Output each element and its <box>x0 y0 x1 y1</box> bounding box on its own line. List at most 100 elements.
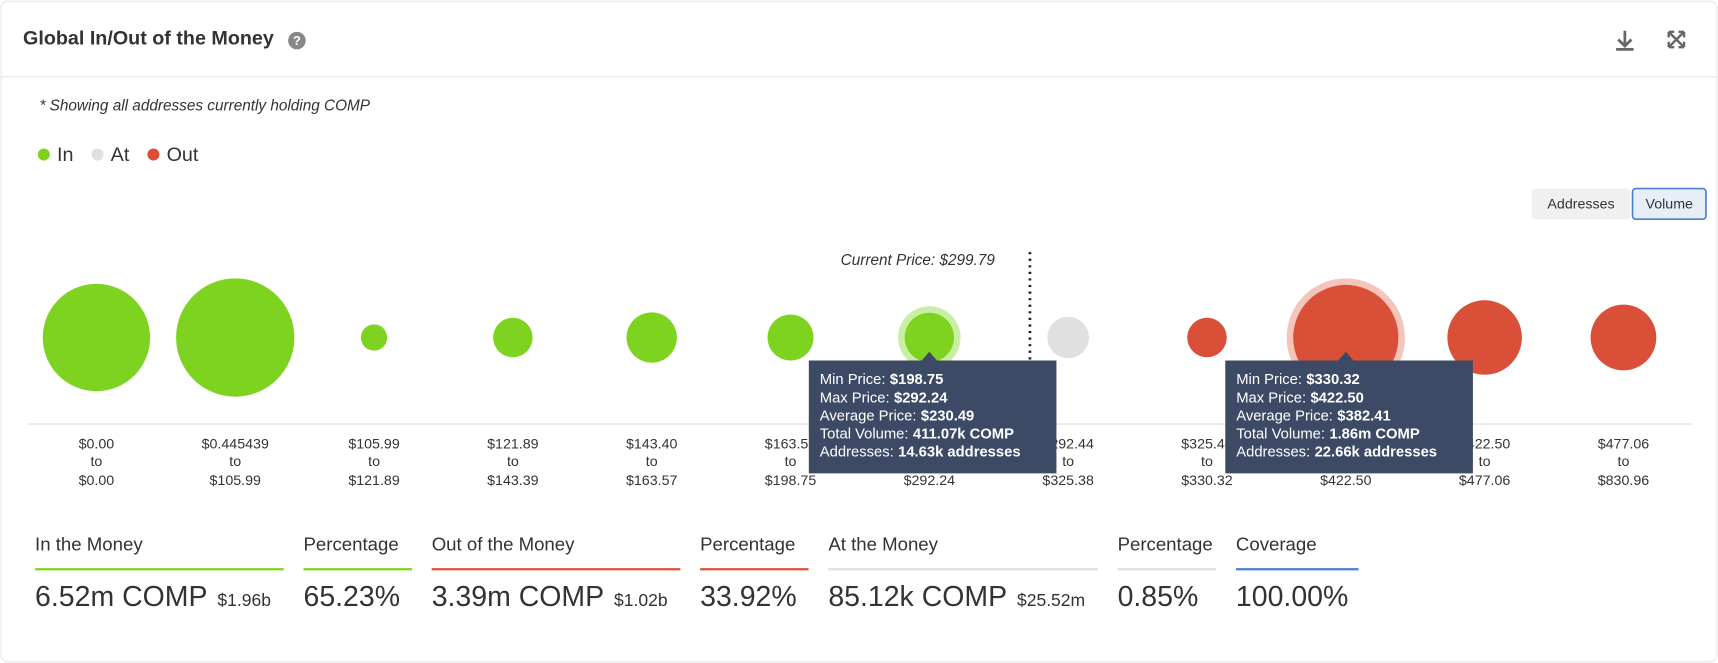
stat-sub: $1.02b <box>614 590 668 610</box>
tooltip-label: Max Price: <box>820 390 890 406</box>
tooltip-label: Min Price: <box>820 372 886 388</box>
legend-label[interactable]: At <box>111 144 130 166</box>
tooltip-label: Total Volume: <box>820 426 909 442</box>
tooltip-box <box>1225 351 1473 474</box>
bubble[interactable] <box>176 278 295 397</box>
legend-dot <box>37 148 50 161</box>
toggle-label[interactable]: Volume <box>1646 197 1694 213</box>
stat-heading: Out of the Money <box>432 534 575 555</box>
tooltip-label: Average Price: <box>1236 408 1333 424</box>
tooltip-label: Min Price: <box>1236 372 1302 388</box>
tooltip-value: 411.07k COMP <box>913 426 1014 442</box>
stat-value: 6.52m COMP <box>35 581 207 613</box>
bubble[interactable] <box>1590 304 1657 371</box>
tooltip-row: Addresses: 22.66k addresses <box>1236 444 1437 460</box>
tooltip-row: Total Volume: 411.07k COMP <box>820 426 1014 442</box>
tooltip-label: Addresses: <box>1236 444 1310 460</box>
bubble[interactable] <box>1187 317 1227 358</box>
stat-value: 100.00% <box>1236 581 1348 613</box>
stats: In the Money 6.52m COMP $1.96b Percentage 65… <box>35 534 1359 613</box>
stat-heading: Percentage <box>700 534 795 555</box>
bubble[interactable] <box>904 312 955 363</box>
legend-dot <box>147 148 160 161</box>
bubble[interactable] <box>1047 316 1089 359</box>
bin-connector: to <box>1201 454 1213 470</box>
bin-from: $143.40 <box>626 437 678 453</box>
toggle-button[interactable] <box>1631 187 1707 221</box>
legend-label[interactable]: In <box>57 144 73 166</box>
bin-to: $143.39 <box>487 473 539 489</box>
legend: In At Out <box>37 144 199 166</box>
bin-connector: to <box>646 454 658 470</box>
bin-from: $105.99 <box>348 437 400 453</box>
bin-from: $0.445439 <box>202 437 269 453</box>
bin-connector: to <box>507 454 519 470</box>
tooltip-value: $422.50 <box>1310 390 1363 406</box>
tooltip-value: 22.66k addresses <box>1315 444 1437 460</box>
bin-to: $0.00 <box>79 473 115 489</box>
bin-to: $325.38 <box>1042 473 1094 489</box>
bin-connector: to <box>229 454 241 470</box>
toggle: Addresses Volume <box>1531 187 1707 221</box>
tooltip-label: Average Price: <box>820 408 917 424</box>
bubble[interactable] <box>42 283 151 392</box>
bin-from: $325.40 <box>1181 437 1233 453</box>
tooltip-row: Addresses: 14.63k addresses <box>820 444 1021 460</box>
bin-connector: to <box>785 454 797 470</box>
toggle-label[interactable]: Addresses <box>1547 197 1614 213</box>
stat-value: 0.85% <box>1118 581 1199 613</box>
bubble[interactable] <box>626 312 677 363</box>
legend-label[interactable]: Out <box>167 144 199 166</box>
tooltip-value: $230.49 <box>921 408 974 424</box>
stat-value: 65.23% <box>303 581 400 613</box>
stat-sub: $1.96b <box>217 590 271 610</box>
legend-dot <box>91 148 104 161</box>
stat-heading: Percentage <box>1118 534 1213 555</box>
stat-value: 3.39m COMP <box>432 581 604 613</box>
bubble[interactable] <box>360 324 388 351</box>
tooltip-row: Min Price: $198.75 <box>820 372 944 388</box>
bubble[interactable] <box>493 317 533 358</box>
stat-value: 33.92% <box>700 581 797 613</box>
bin-to: $292.24 <box>904 473 956 489</box>
bin-to: $105.99 <box>210 473 262 489</box>
tooltip-row: Max Price: $292.24 <box>820 390 948 406</box>
bin-to: $163.57 <box>626 473 678 489</box>
tooltip-value: $330.32 <box>1306 372 1359 388</box>
bin-from: $163.57 <box>765 437 817 453</box>
bin-to: $477.06 <box>1459 473 1511 489</box>
stat-value: 85.12k COMP <box>828 581 1007 613</box>
bin-from: $0.00 <box>79 437 115 453</box>
help-icon[interactable]: ? <box>288 31 306 50</box>
download-icon[interactable] <box>1616 30 1634 51</box>
bubble[interactable] <box>767 314 814 361</box>
bin-from: $121.89 <box>487 437 539 453</box>
note: * Showing all addresses currently holdin… <box>39 97 370 114</box>
bin-connector: to <box>1062 454 1074 470</box>
current-price-label: Current Price: $299.79 <box>841 252 996 269</box>
tooltip-label: Max Price: <box>1236 390 1306 406</box>
tooltip-row: Total Volume: 1.86m COMP <box>1236 426 1420 442</box>
toggle-button[interactable] <box>1531 188 1631 220</box>
tooltip-label: Total Volume: <box>1236 426 1325 442</box>
bin-connector: to <box>90 454 102 470</box>
tooltip-value: $292.24 <box>894 390 948 406</box>
bin-to: $830.96 <box>1598 473 1650 489</box>
tooltip-row: Average Price: $382.41 <box>1236 408 1391 424</box>
tooltip-label: Addresses: <box>820 444 894 460</box>
bin-connector: to <box>1479 454 1491 470</box>
bin-to: $121.89 <box>348 473 400 489</box>
tooltip-value: $198.75 <box>890 372 943 388</box>
stat-heading: Percentage <box>303 534 398 555</box>
bubble[interactable] <box>1447 300 1522 375</box>
expand-icon[interactable] <box>1667 30 1686 49</box>
bin-to: $422.50 <box>1320 473 1372 489</box>
tooltip-row: Max Price: $422.50 <box>1236 390 1364 406</box>
bin-connector: to <box>368 454 380 470</box>
stat-sub: $25.52m <box>1017 590 1085 610</box>
bubbles <box>42 278 1657 397</box>
title: Global In/Out of the Money <box>23 28 274 50</box>
